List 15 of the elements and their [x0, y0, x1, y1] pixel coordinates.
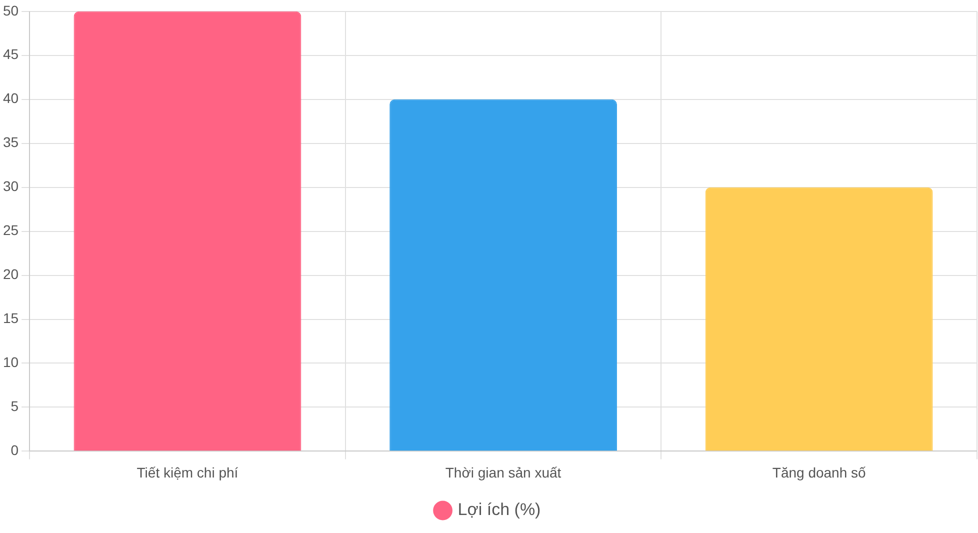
y-tick-label: 40	[2, 90, 19, 106]
x-tick-label: Tăng doanh số	[772, 464, 866, 480]
y-tick-label: 20	[2, 266, 19, 282]
y-tick-label: 50	[2, 2, 19, 18]
y-tick-label: 0	[10, 442, 19, 458]
legend-label: Lợi ích (%)	[458, 500, 541, 520]
y-tick-label: 25	[2, 222, 19, 238]
y-tick-label: 45	[2, 46, 19, 62]
y-tick-label: 15	[2, 310, 19, 326]
y-tick-label: 30	[2, 178, 19, 194]
y-tick-label: 35	[2, 134, 19, 150]
y-tick-label: 5	[10, 398, 19, 414]
x-tick-label: Thời gian sản xuất	[445, 464, 562, 480]
x-tick-label: Tiết kiệm chi phí	[136, 464, 238, 480]
y-tick-label: 10	[2, 354, 19, 370]
